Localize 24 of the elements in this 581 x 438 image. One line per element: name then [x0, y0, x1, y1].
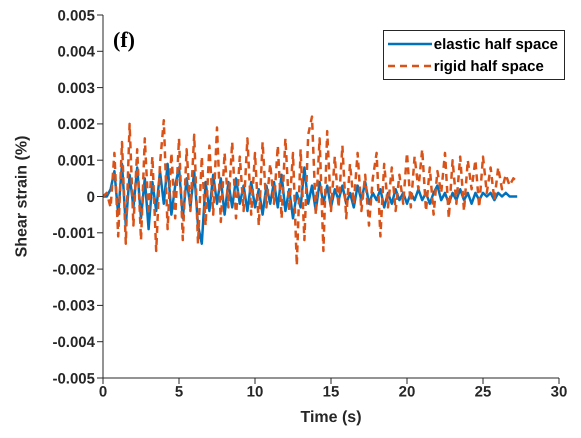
- x-tick-label: 20: [398, 384, 416, 401]
- x-axis-title: Time (s): [300, 409, 362, 426]
- y-tick-label: -0.004: [52, 334, 96, 352]
- y-tick-label: -0.005: [52, 370, 95, 388]
- y-tick-label: -0.001: [52, 225, 95, 242]
- x-tick-label: 25: [474, 384, 492, 401]
- y-tick-label: -0.003: [52, 298, 95, 315]
- y-tick-label: 0.001: [57, 152, 95, 170]
- y-tick-label: -0.002: [52, 261, 95, 278]
- y-axis-title: Shear strain (%): [14, 136, 31, 258]
- x-tick-label: 15: [322, 384, 340, 401]
- y-tick-label: 0.002: [57, 116, 95, 134]
- annotation: (f): [113, 27, 135, 53]
- y-tick-label: 0.005: [57, 7, 95, 24]
- x-tick-label: 10: [246, 384, 264, 401]
- legend-label: elastic half space: [434, 36, 558, 52]
- y-tick-label: 0.003: [57, 80, 95, 97]
- y-tick-label: 0.004: [57, 44, 96, 61]
- x-tick-label: 5: [174, 384, 184, 401]
- x-tick-label: 0: [98, 384, 108, 401]
- legend-label: rigid half space: [434, 58, 544, 74]
- y-tick-label: 0: [86, 188, 95, 206]
- x-tick-label: 30: [550, 384, 568, 401]
- line-series: [103, 115, 518, 267]
